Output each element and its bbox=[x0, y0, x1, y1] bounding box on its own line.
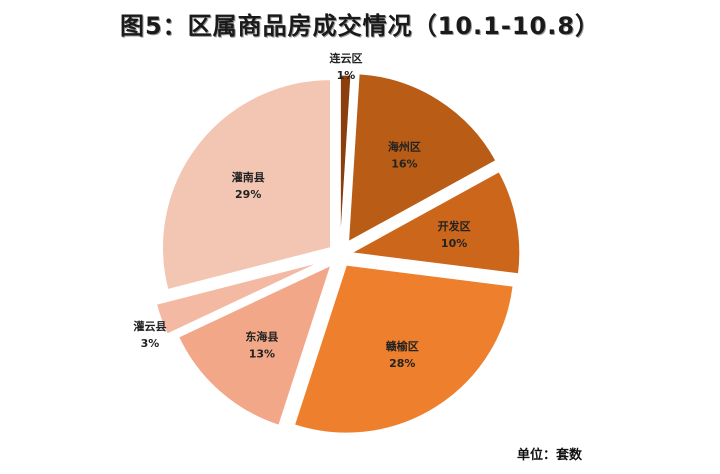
slice-percent-label: 3% bbox=[141, 337, 160, 350]
slice-name-label: 开发区 bbox=[438, 219, 471, 233]
chart-title: 图5：区属商品房成交情况（10.1-10.8） bbox=[119, 12, 601, 40]
slice-percent-label: 16% bbox=[391, 158, 417, 171]
slice-percent-label: 13% bbox=[249, 348, 275, 361]
slice-name-label: 灌南县 bbox=[232, 170, 265, 184]
slice-name-label: 海州区 bbox=[388, 140, 421, 154]
pie-slice-6 bbox=[155, 261, 320, 335]
slice-name-label: 东海县 bbox=[245, 330, 278, 344]
slice-percent-label: 1% bbox=[337, 69, 356, 82]
slice-name-label: 灌云县 bbox=[134, 319, 167, 333]
slice-percent-label: 28% bbox=[389, 357, 415, 370]
slice-name-label: 赣榆区 bbox=[386, 339, 419, 353]
pie-slice-5 bbox=[178, 264, 332, 426]
pie-slice-3 bbox=[350, 171, 521, 275]
slice-percent-label: 29% bbox=[235, 188, 261, 201]
pie-slice-1 bbox=[339, 74, 352, 244]
pie-slices bbox=[155, 73, 521, 434]
unit-label: 单位：套数 bbox=[516, 448, 582, 463]
slice-name-label: 连云区 bbox=[330, 51, 363, 65]
slice-percent-label: 10% bbox=[441, 237, 467, 250]
slice-labels: 连云区 1% 海州区 16% 开发区 10% 赣榆区 28% 东海县 13% 灌云县 3% 灌南县 29% bbox=[134, 51, 471, 370]
pie-slice-4 bbox=[293, 264, 514, 434]
pie-slice-7 bbox=[162, 79, 332, 291]
pie-slice-2 bbox=[348, 73, 497, 243]
